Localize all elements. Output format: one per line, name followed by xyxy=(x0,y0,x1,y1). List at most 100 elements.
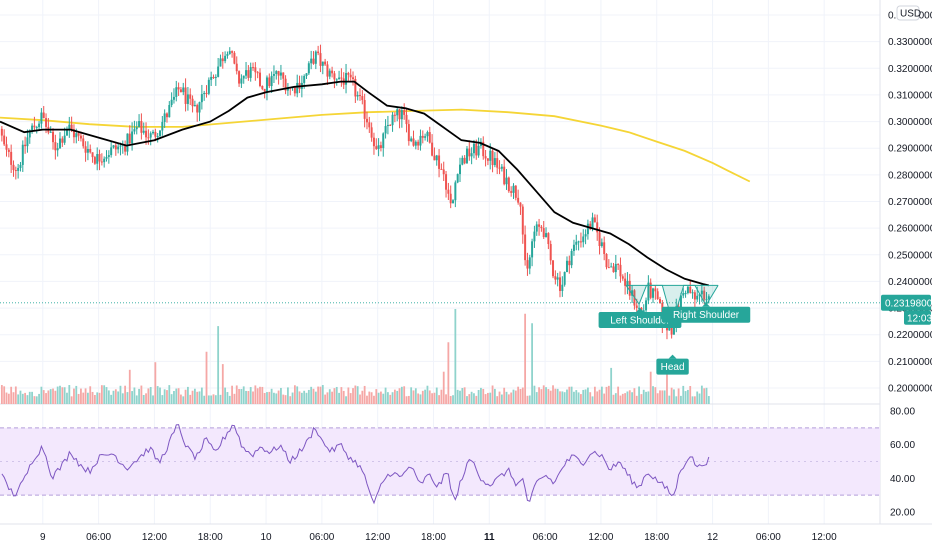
volume-bar xyxy=(568,386,571,404)
candle-body xyxy=(12,164,15,171)
candle-body xyxy=(228,51,231,55)
volume-bar xyxy=(373,395,375,404)
candle-body xyxy=(77,133,80,136)
candle-body xyxy=(33,125,36,128)
volume-bar xyxy=(54,390,57,404)
candle-body xyxy=(207,79,210,94)
volume-bar xyxy=(575,390,578,404)
volume-bar xyxy=(542,385,545,404)
candle xyxy=(245,62,248,80)
volume-bar xyxy=(10,386,13,404)
candle xyxy=(82,134,85,149)
candle xyxy=(161,116,164,136)
volume-bar xyxy=(245,390,247,404)
candle-body xyxy=(49,131,52,133)
pattern-label-left-shoulder[interactable]: Left Shoulder xyxy=(598,308,682,329)
candle xyxy=(321,61,324,75)
candle xyxy=(507,176,510,193)
volume-bar xyxy=(628,390,631,404)
candle xyxy=(26,129,29,153)
candle-body xyxy=(438,155,441,169)
candle-body xyxy=(235,63,238,72)
candle-body xyxy=(605,253,608,268)
last-price-label: 0.23198000 xyxy=(885,298,932,309)
candle-body xyxy=(219,58,222,67)
candle xyxy=(654,285,657,300)
candle-body xyxy=(231,51,234,53)
candle xyxy=(345,63,348,94)
candle-body xyxy=(247,70,250,78)
volume-bar xyxy=(540,389,543,404)
candle xyxy=(249,62,252,82)
candle xyxy=(138,114,141,128)
volume-bar xyxy=(398,388,401,404)
volume-bar xyxy=(19,390,22,404)
candle-body xyxy=(556,277,559,280)
candle-body xyxy=(691,292,694,294)
candle xyxy=(286,83,289,96)
pattern-label-head[interactable]: Head xyxy=(656,354,689,375)
volume-bar xyxy=(84,388,87,404)
candle-body xyxy=(279,72,282,76)
volume-bar xyxy=(393,389,396,404)
candle-body xyxy=(417,141,420,146)
candle-body xyxy=(547,233,550,245)
currency-label[interactable]: USD xyxy=(900,9,921,20)
volume-bar xyxy=(159,387,161,404)
candle xyxy=(384,119,387,139)
candle-body xyxy=(165,113,168,118)
volume-bar xyxy=(228,395,231,404)
pattern-label-right-shoulder[interactable]: Right Shoulder xyxy=(661,302,751,323)
candle-body xyxy=(193,105,196,107)
candle-body xyxy=(293,87,296,94)
moving-average-fast xyxy=(0,80,710,287)
candle xyxy=(165,112,168,123)
volume-bar xyxy=(224,387,227,404)
volume-bar xyxy=(596,391,599,404)
volume-bar xyxy=(680,395,682,404)
volume-bar xyxy=(52,388,54,404)
candle xyxy=(700,284,703,302)
volume-bar xyxy=(689,385,692,404)
time-tick-label: 12:00 xyxy=(588,532,613,543)
volume-bar xyxy=(696,391,699,404)
candle-body xyxy=(638,307,641,309)
candle-body xyxy=(224,55,227,62)
candle xyxy=(196,103,199,122)
volume-bar xyxy=(610,367,613,404)
candle xyxy=(400,106,403,128)
candle-body xyxy=(242,75,245,79)
volume-bar xyxy=(240,389,243,404)
candle xyxy=(172,88,175,104)
candle-body xyxy=(221,58,224,62)
volume-bar xyxy=(707,396,710,404)
candle-body xyxy=(72,129,75,138)
volume-bar xyxy=(659,390,661,404)
candle-body xyxy=(596,222,599,233)
volume-bar xyxy=(375,389,378,404)
volume-bar xyxy=(47,390,50,404)
candle xyxy=(77,131,80,142)
candle xyxy=(628,273,631,300)
time-tick-label: 06:00 xyxy=(86,532,111,543)
volume-bar xyxy=(149,387,152,404)
price-tick-label: 0.32000000 xyxy=(888,64,932,75)
candle-body xyxy=(189,94,192,99)
candle-body xyxy=(56,148,59,151)
candle-body xyxy=(700,290,703,295)
candle-body xyxy=(375,146,378,149)
volume-bar xyxy=(110,394,113,404)
volume-bar xyxy=(645,391,647,404)
candle-body xyxy=(426,132,429,137)
candle xyxy=(21,140,24,172)
candle xyxy=(242,75,245,84)
currency-badge[interactable] xyxy=(896,5,920,21)
volume-bar xyxy=(466,396,468,404)
time-tick-label: 10 xyxy=(260,532,272,543)
candle xyxy=(561,276,564,297)
candle xyxy=(468,140,471,161)
candle-body xyxy=(254,67,257,73)
candle-body xyxy=(659,298,661,303)
candle xyxy=(33,116,36,132)
